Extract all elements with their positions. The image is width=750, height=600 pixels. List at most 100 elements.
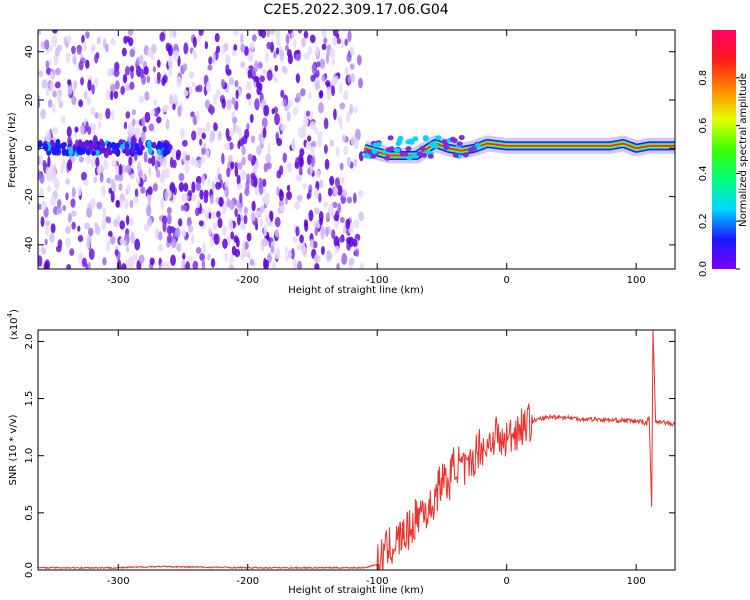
noise-blob xyxy=(303,52,310,61)
noise-blob xyxy=(49,232,55,243)
noise-blob xyxy=(245,81,252,91)
noise-blob xyxy=(183,42,189,55)
noise-blob xyxy=(357,190,364,198)
noise-blob xyxy=(294,201,301,210)
noise-blob xyxy=(333,75,339,85)
noise-blob xyxy=(195,85,200,93)
noise-blob xyxy=(172,50,179,62)
noise-blob xyxy=(297,30,303,34)
noise-blob xyxy=(207,226,212,236)
noise-blob xyxy=(345,236,352,244)
noise-blob xyxy=(249,258,255,266)
snr-axes: -300 -200 -100 0 100 0.0 0.5 1.0 1.5 2.0 xyxy=(24,330,675,587)
noise-blob xyxy=(65,226,71,235)
noise-blob xyxy=(50,81,55,93)
noise-blob xyxy=(358,151,364,162)
noise-blob xyxy=(247,69,252,79)
noise-blob xyxy=(168,190,172,199)
noise-blob xyxy=(204,41,209,50)
noise-blob xyxy=(66,35,72,44)
noise-blob xyxy=(334,177,340,188)
noise-blob xyxy=(142,125,147,133)
noise-blob xyxy=(221,152,225,165)
band-blob xyxy=(124,148,130,157)
noise-blob xyxy=(169,226,176,234)
noise-blob xyxy=(276,39,281,47)
noise-blob xyxy=(314,126,318,134)
band-blob xyxy=(68,147,74,156)
colorbar-label: Normalized spectral amplitude xyxy=(738,73,749,227)
band-blob xyxy=(139,144,145,151)
noise-blob xyxy=(102,257,107,266)
noise-blob xyxy=(94,222,98,229)
noise-blob xyxy=(163,104,169,111)
snr-panel: -300 -200 -100 0 100 0.0 0.5 1.0 1.5 2.0 Height o… xyxy=(6,309,676,596)
noise-blob xyxy=(133,196,139,204)
noise-blob xyxy=(45,225,50,236)
noise-blob xyxy=(211,180,215,192)
noise-blob xyxy=(246,122,250,131)
noise-blob xyxy=(294,161,300,170)
noise-blob xyxy=(199,138,203,146)
noise-blob xyxy=(110,90,114,101)
noise-blob xyxy=(309,120,316,131)
noise-blob xyxy=(95,157,100,167)
noise-blob xyxy=(241,156,246,166)
noise-blob xyxy=(78,60,84,71)
noise-blob xyxy=(274,216,281,228)
noise-blob xyxy=(129,65,135,73)
noise-blob xyxy=(344,66,349,76)
noise-blob xyxy=(353,106,359,114)
noise-blob xyxy=(342,189,348,198)
noise-blob xyxy=(226,135,232,142)
noise-blob xyxy=(70,198,76,208)
noise-blob xyxy=(150,43,157,55)
noise-blob xyxy=(321,43,327,51)
noise-blob xyxy=(44,238,48,246)
noise-blob xyxy=(57,207,63,214)
band-blob xyxy=(94,149,100,157)
noise-blob xyxy=(184,163,190,174)
noise-blob xyxy=(259,218,264,228)
snr-multiplier-close: ) xyxy=(9,309,20,313)
band-blob xyxy=(114,142,120,150)
band-blob xyxy=(115,148,121,157)
noise-blob xyxy=(128,156,133,166)
noise-blob xyxy=(318,192,322,203)
noise-blob xyxy=(130,172,134,179)
noise-blob xyxy=(52,90,57,98)
noise-blob xyxy=(245,250,250,258)
noise-blob xyxy=(316,61,321,68)
noise-blob xyxy=(53,54,59,66)
noise-blob xyxy=(271,261,277,269)
noise-blob xyxy=(350,73,355,83)
noise-blob xyxy=(40,246,47,255)
noise-blob xyxy=(281,65,287,73)
noise-blob xyxy=(183,89,189,97)
noise-blob xyxy=(129,48,135,58)
noise-blob xyxy=(332,201,338,209)
noise-blob xyxy=(304,222,309,232)
noise-blob xyxy=(263,194,270,206)
noise-blob xyxy=(320,225,326,237)
noise-blob xyxy=(323,117,329,130)
noise-blob xyxy=(110,178,115,189)
colorbar-ticks: 0.0 0.2 0.4 0.6 0.8 xyxy=(698,70,740,277)
band-blob xyxy=(111,141,117,150)
noise-blob xyxy=(114,174,120,181)
noise-blob xyxy=(123,198,129,209)
noise-blob xyxy=(331,209,335,219)
noise-blob xyxy=(180,204,185,212)
noise-blob xyxy=(327,252,333,260)
noise-blob xyxy=(83,179,89,186)
noise-blob xyxy=(160,197,165,210)
noise-blob xyxy=(134,238,141,251)
noise-blob xyxy=(159,173,166,184)
noise-blob xyxy=(314,187,319,200)
noise-blob xyxy=(190,156,196,166)
colorbar-tick-label: 0.4 xyxy=(698,165,709,181)
noise-blob xyxy=(309,110,314,120)
noise-blob xyxy=(339,162,344,171)
noise-blob xyxy=(173,93,178,104)
